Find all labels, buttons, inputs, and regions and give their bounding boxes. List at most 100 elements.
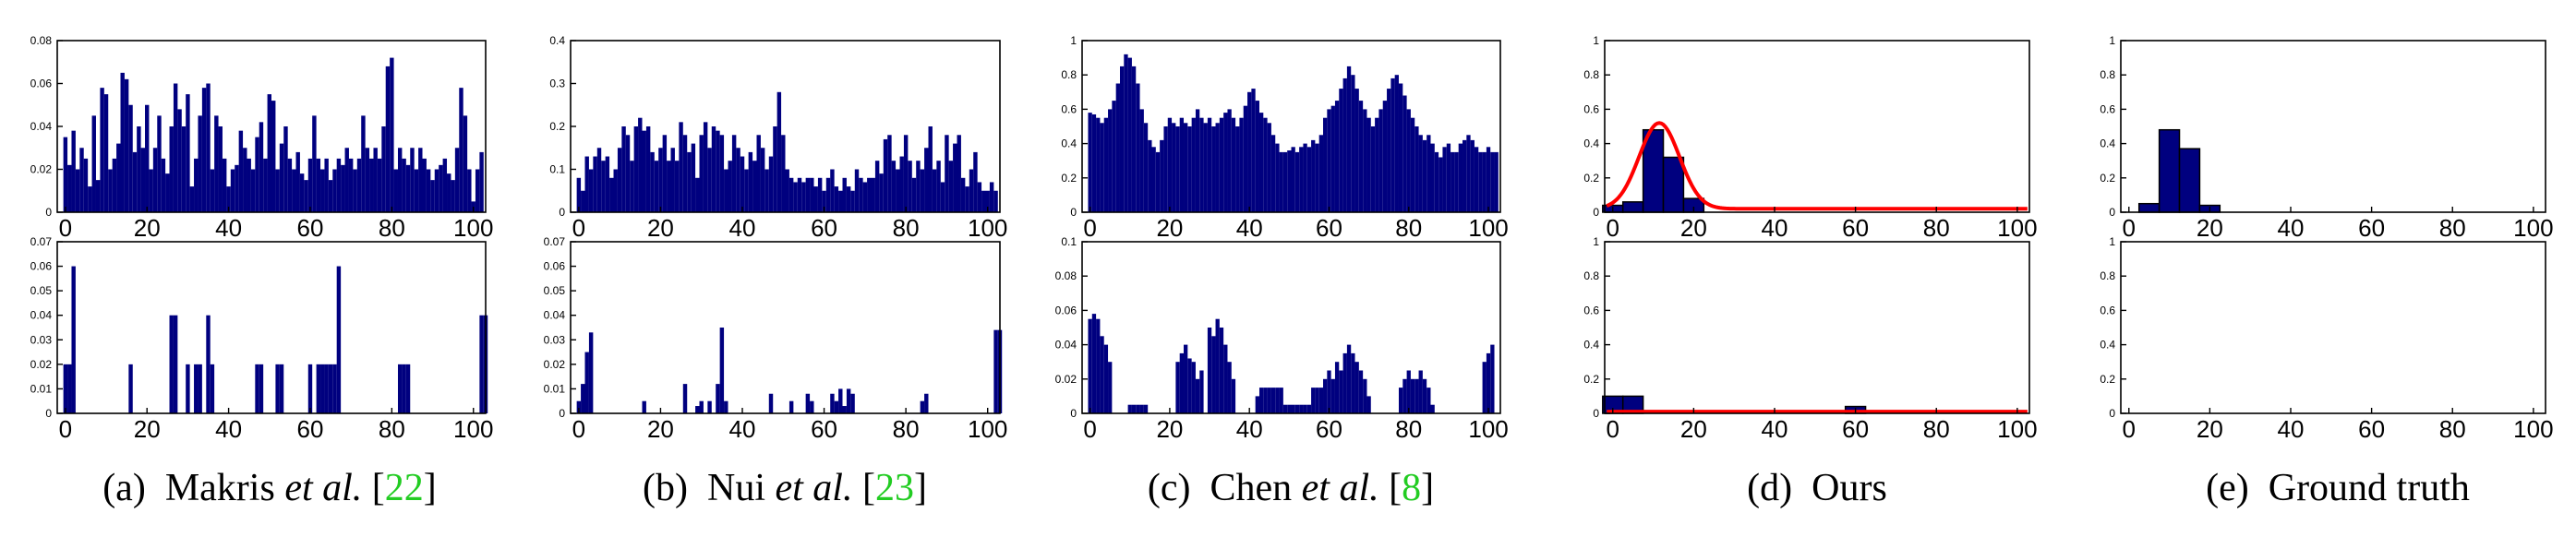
bar [1382, 101, 1388, 212]
bar [617, 148, 622, 212]
bar [810, 400, 814, 413]
bar [1474, 147, 1479, 212]
caption-name: Makris [165, 467, 285, 509]
bar [1184, 344, 1188, 413]
y-tick-label: 0.6 [1583, 304, 1599, 316]
bar [1184, 123, 1188, 212]
bar [752, 161, 757, 212]
bar [222, 158, 227, 213]
bar [781, 135, 786, 212]
bar [157, 115, 162, 213]
caption-cite-number[interactable]: 22 [385, 467, 424, 509]
bar [71, 266, 76, 413]
x-tick-label: 60 [2358, 214, 2385, 242]
bar [871, 177, 875, 212]
bar [1211, 336, 1216, 413]
subfigure-caption: (b) Nui et al. [23] [643, 467, 927, 509]
x-tick-label: 60 [1316, 415, 1342, 443]
bar [1334, 101, 1340, 212]
bar [1207, 117, 1212, 212]
bar [760, 148, 765, 212]
x-tick-label: 0 [572, 214, 585, 242]
x-tick-label: 80 [1395, 214, 1422, 242]
axes-frame [2120, 40, 2546, 213]
bar [307, 158, 313, 213]
bar [1378, 109, 1383, 212]
x-tick-label: 0 [1607, 415, 1619, 443]
bar [1406, 109, 1411, 212]
caption-cite-number[interactable]: 8 [1402, 467, 1421, 509]
bar [1096, 318, 1101, 413]
y-tick-label: 0.06 [1055, 304, 1077, 316]
y-tick-label: 0.4 [2100, 339, 2115, 352]
y-tick-label: 0 [2109, 206, 2115, 219]
x-tick-label: 40 [2278, 415, 2305, 443]
y-tick-label: 0.08 [30, 34, 53, 47]
bar [1148, 139, 1152, 212]
bar [805, 393, 811, 413]
y-tick-label: 0.2 [549, 120, 565, 133]
caption-cite-number[interactable]: 23 [875, 467, 914, 509]
caption-cite-close: ] [1421, 467, 1434, 509]
bar [1494, 151, 1499, 212]
x-tick-label: 100 [968, 214, 1007, 242]
y-tick-label: 0.4 [2100, 137, 2115, 150]
bar [316, 364, 321, 413]
bar [1311, 388, 1316, 413]
bar [920, 169, 925, 212]
bar [414, 169, 419, 212]
bar [605, 156, 610, 212]
bar [679, 122, 683, 212]
bar [1103, 344, 1109, 413]
x-tick-label: 20 [647, 415, 674, 443]
bar [267, 94, 271, 213]
caption-cite-open: [ [362, 467, 385, 509]
x-tick-label: 0 [1083, 415, 1096, 443]
bar [1231, 117, 1236, 212]
bar [993, 329, 998, 413]
bar [793, 182, 798, 212]
bar [247, 158, 251, 213]
x-tick-label: 20 [2197, 415, 2223, 443]
bar [838, 388, 843, 413]
bar [320, 169, 325, 212]
bar [75, 169, 80, 212]
caption-name: Chen [1210, 467, 1301, 509]
bar [152, 148, 158, 212]
bar [145, 104, 150, 212]
bar [397, 148, 403, 212]
y-tick-label: 0.06 [30, 78, 53, 90]
bar [422, 158, 427, 213]
x-tick-label: 100 [1468, 415, 1508, 443]
y-tick-label: 0.8 [2100, 269, 2115, 282]
bar [1115, 83, 1120, 212]
bar [361, 115, 366, 213]
bar [867, 177, 872, 212]
bar [198, 364, 202, 413]
x-tick-label: 60 [1842, 214, 1869, 242]
bar [1334, 362, 1340, 413]
bar [194, 364, 199, 413]
bar [756, 135, 761, 212]
bar [1311, 139, 1316, 212]
x-tick-label: 100 [453, 415, 493, 443]
bar [1414, 126, 1419, 212]
bar [341, 164, 345, 212]
bar [1398, 388, 1403, 413]
bar [1430, 404, 1435, 413]
bar [1490, 151, 1495, 212]
y-tick-label: 0.6 [2100, 102, 2115, 115]
bar [1482, 362, 1487, 413]
y-tick-label: 0.1 [549, 163, 565, 176]
y-tick-label: 0.2 [2100, 172, 2115, 185]
y-tick-label: 0.1 [1061, 235, 1077, 248]
bar [1294, 404, 1300, 413]
chart-panel-e-bottom: 0 0.2 0.4 0.6 0.8 1 0 20 40 60 80 100 [2100, 235, 2553, 443]
x-tick-label: 40 [2278, 214, 2305, 242]
bar [924, 393, 929, 413]
bar [973, 151, 978, 212]
y-tick-label: 0.05 [544, 284, 566, 297]
bar [132, 151, 138, 212]
bar [186, 94, 190, 213]
caption-label: (d) [1747, 467, 1812, 509]
